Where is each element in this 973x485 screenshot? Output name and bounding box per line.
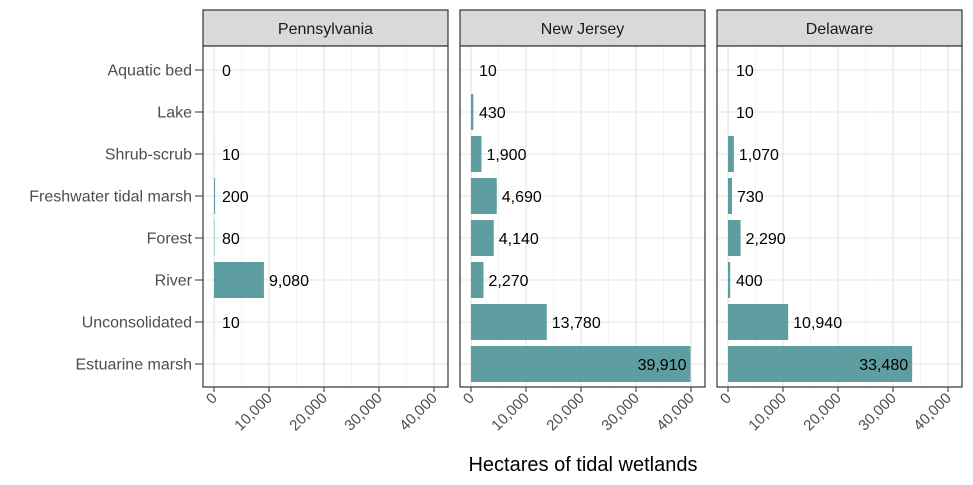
- bar: [471, 346, 691, 382]
- x-tick-label: 40,000: [653, 390, 697, 434]
- data-label: 0: [222, 63, 231, 80]
- panel-strip: [202, 9, 449, 47]
- category-label: Estuarine marsh: [76, 357, 193, 374]
- panel-strip: [459, 9, 706, 47]
- data-label: 10,940: [793, 315, 842, 332]
- panel-new-jersey: New Jersey 10 430 1,900 4,690 4,140 2,270 13,78…: [459, 9, 706, 434]
- x-axis-title: Hectares of tidal wetlands: [468, 454, 697, 476]
- x-tick-label: 30,000: [598, 390, 642, 434]
- panel-border: [716, 45, 963, 388]
- data-label: 10: [222, 315, 240, 332]
- data-label: 400: [736, 273, 763, 290]
- category-label: Lake: [157, 105, 192, 122]
- x-tick-label: 20,000: [800, 390, 844, 434]
- x-tick-label: 20,000: [543, 390, 587, 434]
- data-label: 430: [479, 105, 506, 122]
- x-tick-label: 10,000: [745, 390, 789, 434]
- x-tick-label: 0: [460, 390, 478, 408]
- bar: [728, 136, 734, 172]
- bar: [471, 304, 547, 340]
- panel-pennsylvania: Pennsylvania 0 10 200 80 9,080 10 0 10,000 20,000…: [202, 9, 449, 434]
- x-tick-label: 20,000: [286, 390, 330, 434]
- category-label: Freshwater tidal marsh: [29, 189, 192, 206]
- data-label: 39,910: [638, 357, 687, 374]
- data-label: 1,070: [739, 147, 779, 164]
- panel-strip: [716, 9, 963, 47]
- bar: [728, 346, 913, 382]
- bar: [214, 262, 264, 298]
- bar: [728, 220, 741, 256]
- x-tick-label: 0: [203, 390, 221, 408]
- data-label: 13,780: [552, 315, 601, 332]
- panel-title: New Jersey: [541, 21, 625, 38]
- data-label: 200: [222, 189, 249, 206]
- x-tick-label: 30,000: [855, 390, 899, 434]
- panel-background: [203, 46, 448, 387]
- bar: [471, 262, 484, 298]
- x-tick-label: 10,000: [488, 390, 532, 434]
- category-label: Forest: [147, 231, 193, 248]
- panel-title: Delaware: [806, 21, 874, 38]
- data-label: 4,140: [499, 231, 539, 248]
- category-label: Unconsolidated: [82, 315, 192, 332]
- bar: [471, 94, 474, 130]
- bar: [471, 136, 482, 172]
- category-axis: Aquatic bed Lake Shrub-scrub Freshwater tid…: [29, 63, 203, 374]
- gridlines: [203, 46, 448, 387]
- bar: [728, 178, 733, 214]
- data-label: 730: [737, 189, 764, 206]
- panel-border: [202, 45, 449, 388]
- bar: [471, 178, 497, 214]
- category-label: River: [155, 273, 193, 290]
- x-tick-label: 0: [717, 390, 735, 408]
- category-label: Aquatic bed: [107, 63, 192, 80]
- data-label: 33,480: [859, 357, 908, 374]
- x-tick-label: 10,000: [231, 390, 275, 434]
- bar: [471, 220, 494, 256]
- data-label: 9,080: [269, 273, 309, 290]
- panel-title: Pennsylvania: [278, 21, 373, 38]
- bar: [214, 178, 216, 214]
- panel-delaware: Delaware 10 10 1,070 730 2,290 400 10,940 33,480…: [716, 9, 963, 434]
- data-label: 2,290: [746, 231, 786, 248]
- data-label: 4,690: [502, 189, 542, 206]
- data-label: 80: [222, 231, 240, 248]
- bar: [728, 262, 731, 298]
- data-label: 1,900: [486, 147, 526, 164]
- category-label: Shrub-scrub: [105, 147, 192, 164]
- x-tick-label: 40,000: [910, 390, 954, 434]
- panel-border: [459, 45, 706, 388]
- data-label: 10: [222, 147, 240, 164]
- data-label: 10: [736, 105, 754, 122]
- x-tick-label: 40,000: [396, 390, 440, 434]
- bar: [728, 304, 789, 340]
- data-label: 2,270: [488, 273, 528, 290]
- data-label: 10: [736, 63, 754, 80]
- x-tick-label: 30,000: [341, 390, 385, 434]
- data-label: 10: [479, 63, 497, 80]
